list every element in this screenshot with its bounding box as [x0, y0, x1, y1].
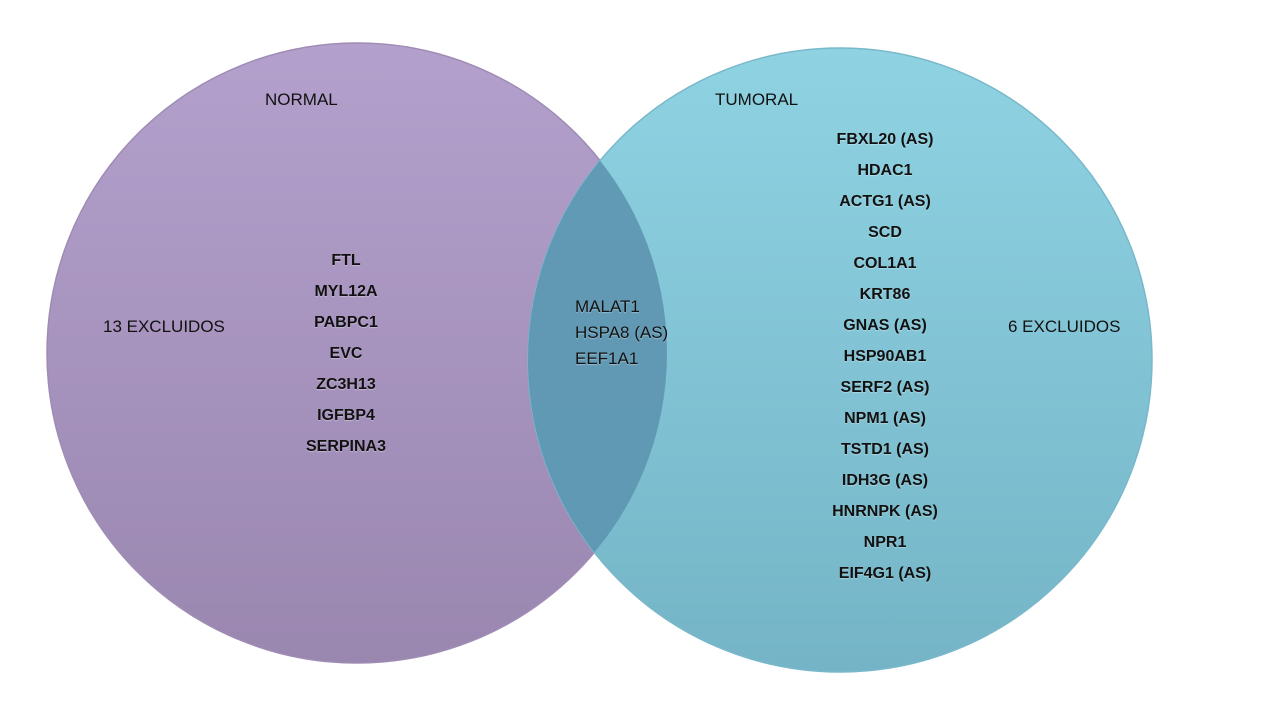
gene-item: HNRNPK (AS) [832, 503, 938, 520]
gene-item: HSPA8 (AS) [575, 323, 669, 342]
gene-item: PABPC1 [314, 314, 378, 331]
tumoral-set-title: TUMORAL [715, 90, 799, 109]
gene-item: GNAS (AS) [843, 317, 927, 334]
gene-item: IGFBP4 [317, 407, 375, 424]
gene-item: EIF4G1 (AS) [838, 565, 932, 582]
gene-item: TSTD1 (AS) [841, 441, 929, 458]
gene-item: ZC3H13 [316, 376, 376, 393]
gene-item: ACTG1 (AS) [839, 193, 931, 210]
gene-item: MALAT1 [575, 297, 640, 316]
gene-item: COL1A1 [853, 255, 917, 272]
tumoral-gene-list: FBXL20 (AS) HDAC1 ACTG1 (AS) SCD COL1A1 … [805, 124, 965, 589]
gene-item: MYL12A [314, 283, 378, 300]
gene-item: FBXL20 (AS) [836, 131, 934, 148]
gene-item: FTL [331, 252, 361, 269]
shared-gene-list: MALAT1 HSPA8 (AS) EEF1A1 [575, 294, 668, 372]
normal-set-title: NORMAL [265, 90, 338, 109]
gene-item: EVC [329, 345, 363, 362]
gene-item: NPR1 [863, 534, 907, 551]
gene-item: SCD [868, 224, 902, 241]
normal-excluded-count: 13 EXCLUIDOS [103, 317, 225, 336]
gene-item: SERPINA3 [305, 438, 387, 455]
gene-item: HDAC1 [857, 162, 913, 179]
gene-item: SERF2 (AS) [840, 379, 930, 396]
tumoral-excluded-count: 6 EXCLUIDOS [1008, 317, 1121, 336]
gene-item: EEF1A1 [575, 349, 639, 368]
gene-item: KRT86 [859, 286, 911, 303]
normal-gene-list: FTL MYL12A PABPC1 EVC ZC3H13 IGFBP4 SERP… [276, 245, 416, 462]
gene-item: HSP90AB1 [843, 348, 927, 365]
gene-item: IDH3G (AS) [841, 472, 929, 489]
gene-item: NPM1 (AS) [844, 410, 926, 427]
